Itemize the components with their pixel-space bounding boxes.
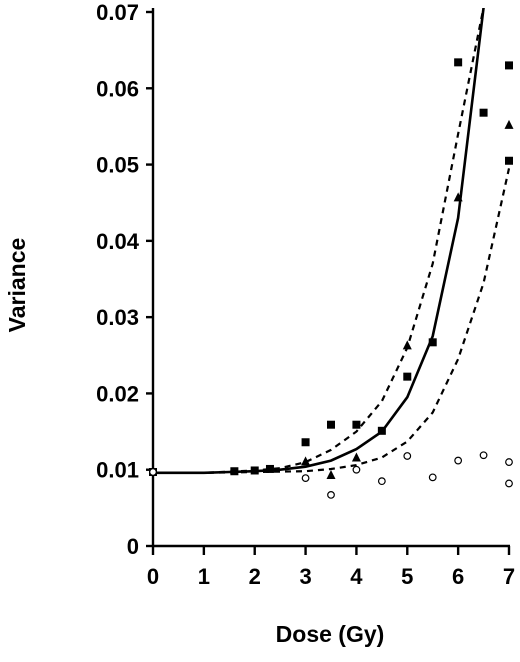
square-marker — [265, 464, 274, 473]
axes — [146, 8, 511, 555]
x-tick-label: 1 — [198, 564, 210, 589]
square-marker — [377, 426, 386, 435]
x-axis-title: Dose (Gy) — [276, 621, 385, 647]
y-tick-label: 0 — [127, 534, 139, 559]
y-tick-label: 0.06 — [96, 76, 139, 101]
circle-marker — [327, 490, 335, 499]
tick-labels: 0 0.01 0.02 0.03 0.04 0.05 0.06 0.07 0 1 2 3 4 5 6 7 — [96, 0, 515, 589]
y-tick-label: 0.07 — [96, 0, 139, 25]
square-marker — [428, 338, 437, 347]
square-marker — [505, 156, 513, 165]
x-tick-label: 0 — [147, 564, 159, 589]
fit-curves — [153, 8, 511, 475]
square-marker — [454, 58, 463, 67]
fit-curve-solid — [153, 8, 485, 475]
square-marker — [230, 467, 239, 476]
circle-marker — [352, 465, 361, 474]
y-tick-label: 0.05 — [96, 153, 139, 178]
triangle-marker — [326, 470, 336, 480]
x-tick-label: 3 — [299, 564, 311, 589]
y-axis-title: Variance — [4, 238, 30, 333]
square-marker — [479, 108, 488, 117]
x-tick-label: 7 — [503, 564, 515, 589]
square-marker — [352, 420, 361, 429]
x-tick-label: 6 — [452, 564, 464, 589]
circle-marker — [301, 474, 310, 483]
circle-marker — [428, 473, 437, 482]
confidence-curve-dashed — [153, 168, 511, 474]
square-marker — [403, 372, 412, 381]
triangle-marker — [351, 452, 361, 462]
y-tick-label: 0.04 — [96, 229, 140, 254]
triangle-marker — [402, 340, 412, 350]
triangle-marker — [301, 456, 311, 466]
circle-marker — [403, 452, 412, 460]
circle-marker — [454, 456, 463, 465]
circle-marker — [479, 451, 488, 460]
y-tick-label: 0.01 — [96, 458, 139, 483]
x-tick-label: 2 — [249, 564, 261, 589]
square-marker — [505, 61, 513, 70]
circle-marker — [505, 458, 513, 466]
square-marker — [327, 420, 335, 429]
circle-marker — [149, 468, 157, 476]
confidence-curve-dashed — [153, 8, 485, 474]
triangle-marker — [504, 119, 514, 129]
square-marker — [250, 466, 259, 475]
x-tick-label: 5 — [401, 564, 413, 589]
y-tick-label: 0.02 — [96, 381, 139, 406]
circle-marker — [377, 477, 386, 486]
circle-marker — [505, 479, 513, 488]
x-tick-label: 4 — [350, 564, 363, 589]
data-points — [149, 58, 514, 499]
square-marker — [301, 438, 310, 447]
y-tick-label: 0.03 — [96, 305, 139, 330]
triangle-marker — [453, 192, 463, 202]
